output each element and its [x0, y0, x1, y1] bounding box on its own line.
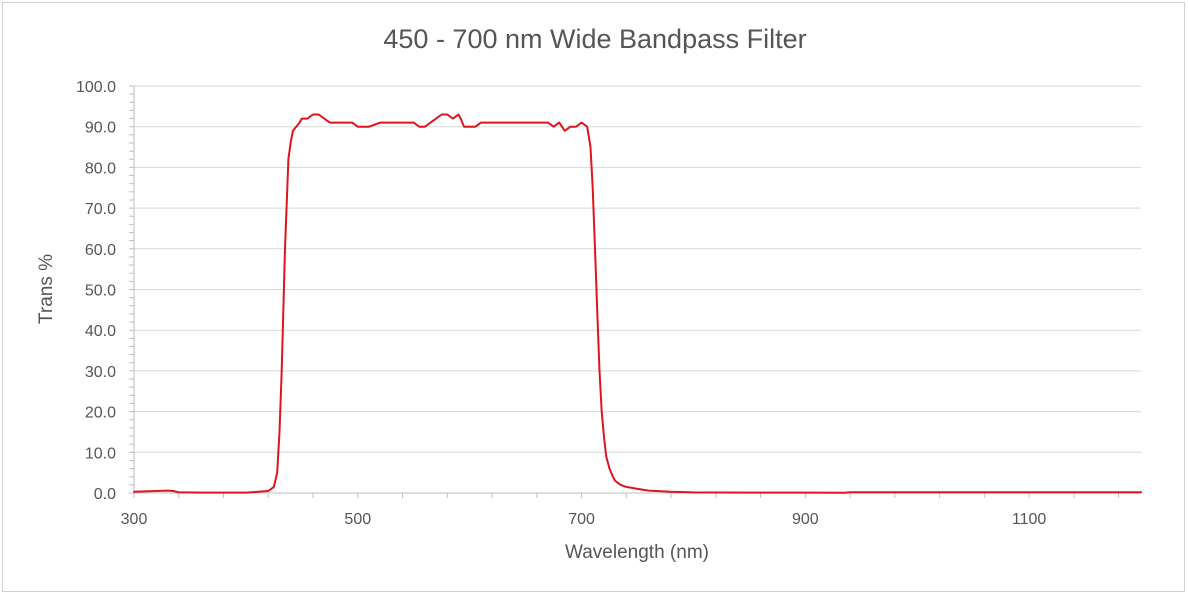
axes [129, 85, 1141, 498]
y-tick-label: 90.0 [85, 120, 116, 137]
x-tick-label: 700 [568, 511, 595, 528]
y-tick-label: 40.0 [85, 323, 116, 340]
y-tick-label: 30.0 [85, 364, 116, 381]
y-tick-label: 0.0 [94, 486, 116, 503]
y-tick-label: 50.0 [85, 283, 116, 300]
y-tick-labels: 0.0 10.0 20.0 30.0 40.0 50.0 60.0 70.0 80.0 90.0 1… [76, 79, 116, 503]
y-tick-label: 70.0 [85, 201, 116, 218]
y-axis-label: Trans % [36, 254, 57, 324]
y-tick-label: 60.0 [85, 242, 116, 259]
x-tick-labels: 300 500 700 900 1100 [121, 511, 1047, 528]
y-tick-label: 80.0 [85, 160, 116, 177]
x-axis-label: Wavelength (nm) [565, 542, 709, 563]
chart-title: 450 - 700 nm Wide Bandpass Filter [383, 24, 806, 54]
y-tick-label: 20.0 [85, 405, 116, 422]
series-line-0 [133, 113, 1142, 494]
y-tick-label: 10.0 [85, 445, 116, 462]
x-tick-label: 900 [792, 511, 819, 528]
y-tick-label: 100.0 [76, 79, 116, 96]
grid-lines [134, 85, 1141, 453]
x-tick-label: 1100 [1012, 511, 1047, 528]
x-tick-label: 300 [121, 511, 148, 528]
series-layer [133, 113, 1142, 494]
x-tick-label: 500 [344, 511, 371, 528]
